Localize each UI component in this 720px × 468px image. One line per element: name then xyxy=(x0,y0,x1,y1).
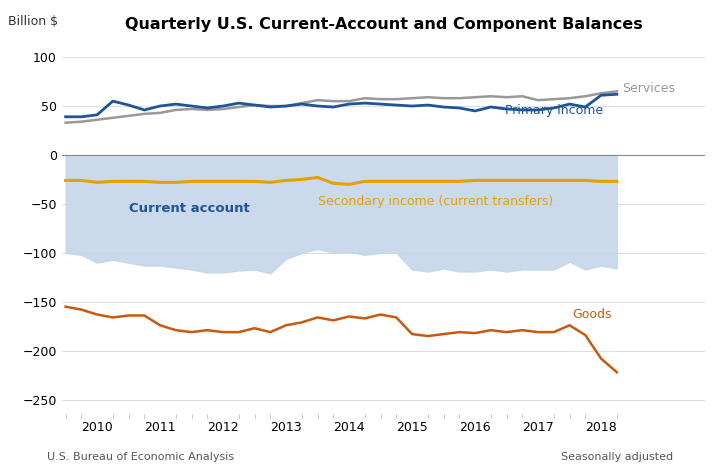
Text: Services: Services xyxy=(622,82,675,95)
Text: Billion $: Billion $ xyxy=(8,15,58,28)
Text: Goods: Goods xyxy=(572,308,612,321)
Text: Current account: Current account xyxy=(129,202,249,215)
Text: Seasonally adjusted: Seasonally adjusted xyxy=(561,453,673,462)
Text: Secondary income (current transfers): Secondary income (current transfers) xyxy=(318,196,553,208)
Text: U.S. Bureau of Economic Analysis: U.S. Bureau of Economic Analysis xyxy=(47,453,234,462)
Title: Quarterly U.S. Current-Account and Component Balances: Quarterly U.S. Current-Account and Compo… xyxy=(125,16,642,31)
Text: Primary income: Primary income xyxy=(505,104,603,117)
